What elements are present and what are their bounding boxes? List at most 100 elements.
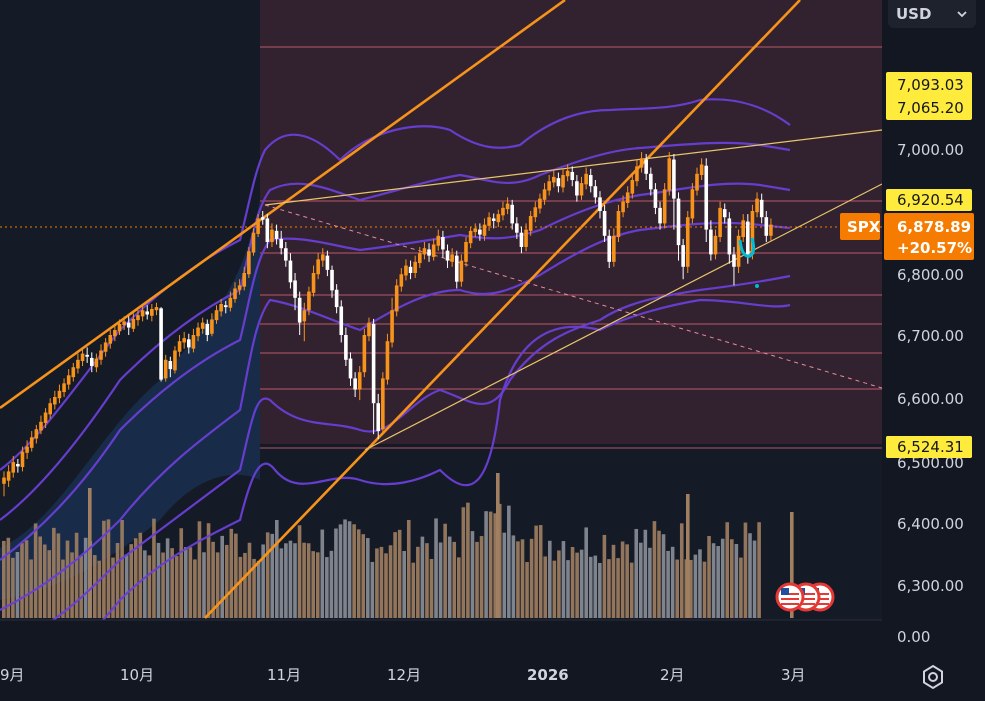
volume-bar bbox=[229, 528, 234, 618]
candle bbox=[11, 462, 16, 473]
candle bbox=[117, 323, 122, 332]
volume-bar bbox=[347, 521, 352, 618]
volume-bar bbox=[306, 543, 311, 618]
chevron-down-icon bbox=[957, 11, 967, 18]
candle bbox=[20, 451, 25, 468]
volume-bar bbox=[325, 557, 329, 618]
volume-bar bbox=[252, 558, 256, 618]
volume-bar bbox=[265, 532, 270, 618]
candle bbox=[505, 203, 510, 210]
us-flag-icon bbox=[775, 582, 805, 612]
price-badge-bg bbox=[886, 189, 972, 211]
candle bbox=[187, 339, 191, 348]
x-tick-label: 2026 bbox=[527, 666, 569, 684]
candle bbox=[284, 248, 288, 261]
volume-bar bbox=[588, 556, 593, 618]
candle bbox=[575, 181, 579, 196]
volume-bar bbox=[261, 544, 265, 618]
candle bbox=[413, 261, 417, 273]
volume-bar bbox=[74, 532, 79, 618]
candle bbox=[478, 229, 482, 235]
volume-bar bbox=[20, 543, 24, 618]
volume-bar bbox=[393, 532, 397, 618]
volume-bar bbox=[625, 544, 629, 618]
candle bbox=[473, 228, 478, 233]
volume-bar bbox=[447, 536, 452, 618]
volume-bar bbox=[79, 555, 83, 618]
volume-bar bbox=[56, 533, 61, 618]
candle bbox=[367, 322, 371, 337]
volume-bar bbox=[202, 552, 206, 618]
price-badge: 7,065.20 bbox=[897, 99, 964, 117]
volume-bar bbox=[420, 536, 425, 618]
candle bbox=[436, 235, 441, 246]
candle bbox=[297, 297, 302, 323]
volume-bar bbox=[2, 540, 6, 618]
volume-bar bbox=[334, 528, 338, 618]
candle bbox=[126, 322, 131, 328]
x-tick-label: 3月 bbox=[781, 666, 806, 684]
candle bbox=[556, 178, 561, 187]
candle bbox=[510, 204, 514, 224]
candle bbox=[459, 260, 464, 282]
candle bbox=[279, 238, 283, 249]
candle bbox=[727, 218, 732, 255]
volume-bar bbox=[616, 558, 620, 618]
volume-bar bbox=[147, 555, 152, 618]
volume-bar bbox=[730, 539, 734, 618]
candle bbox=[621, 201, 625, 213]
candle bbox=[247, 251, 251, 275]
candle bbox=[501, 207, 505, 216]
volume-bar bbox=[302, 542, 306, 618]
volume-bar bbox=[133, 538, 138, 618]
candle bbox=[528, 215, 533, 231]
volume-bar bbox=[661, 534, 666, 618]
volume-bar bbox=[366, 538, 370, 618]
volume-bar bbox=[179, 528, 184, 618]
currency-selector[interactable]: USD bbox=[888, 0, 976, 28]
candle bbox=[48, 403, 52, 415]
candle bbox=[445, 250, 450, 261]
candle bbox=[746, 221, 750, 255]
volume-bar bbox=[648, 547, 652, 618]
volume-histogram bbox=[2, 473, 794, 618]
volume-bar bbox=[320, 529, 325, 618]
candle bbox=[29, 437, 34, 448]
candle bbox=[718, 207, 722, 238]
volume-bar bbox=[702, 561, 707, 618]
candle bbox=[168, 361, 173, 370]
candle bbox=[662, 189, 667, 224]
candle bbox=[598, 197, 602, 211]
price-badge: 6,524.31 bbox=[897, 438, 964, 456]
volume-bar bbox=[507, 505, 511, 618]
volume-bar bbox=[279, 548, 284, 618]
candle bbox=[210, 319, 214, 334]
highlight-zone bbox=[260, 0, 882, 444]
candle bbox=[173, 350, 177, 371]
candle bbox=[524, 229, 528, 247]
volume-bar bbox=[206, 523, 211, 618]
candle bbox=[639, 158, 644, 168]
volume-bar bbox=[634, 528, 639, 618]
volume-bar bbox=[675, 559, 679, 618]
volume-bar bbox=[243, 552, 247, 618]
candle bbox=[612, 235, 616, 262]
bollinger-band bbox=[0, 298, 791, 682]
volume-bar bbox=[197, 521, 202, 618]
candle bbox=[251, 232, 256, 253]
volume-bar bbox=[375, 548, 379, 618]
volume-bar bbox=[607, 559, 611, 618]
trend-line-thin bbox=[364, 183, 883, 451]
candle bbox=[307, 291, 311, 311]
candle bbox=[237, 285, 242, 290]
volume-bar bbox=[566, 560, 570, 618]
x-tick-label: 12月 bbox=[387, 666, 421, 684]
volume-bar bbox=[11, 557, 15, 618]
candle bbox=[658, 207, 662, 224]
settings-icon[interactable] bbox=[919, 663, 947, 691]
volume-bar bbox=[520, 539, 525, 618]
candle bbox=[196, 327, 200, 337]
bollinger-band bbox=[0, 98, 791, 471]
bollinger-band bbox=[0, 141, 791, 521]
